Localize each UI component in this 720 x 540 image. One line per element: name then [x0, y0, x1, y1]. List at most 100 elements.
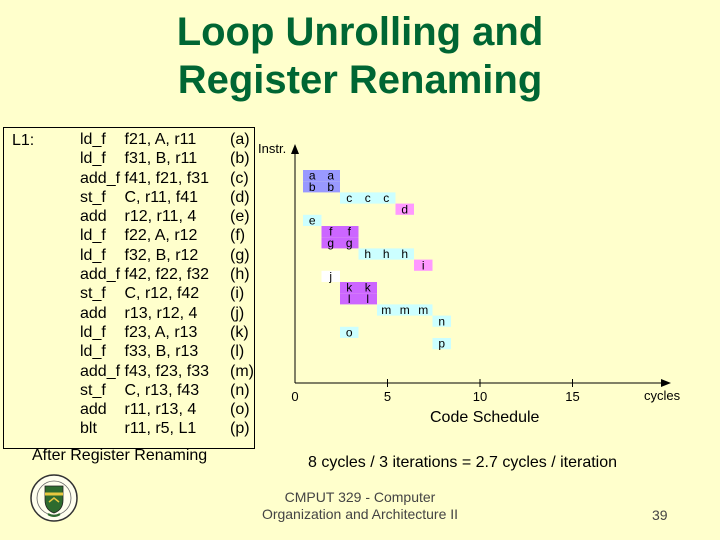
schedule-block	[432, 338, 451, 350]
schedule-cell-label: l	[348, 292, 351, 306]
schedule-cell-label: j	[328, 270, 332, 284]
instruction-tag: (g)	[230, 246, 250, 264]
instruction-args: f43, f23, f33	[124, 362, 210, 380]
code-row: st_f C, r12, f42 (i)	[80, 284, 254, 303]
schedule-block	[340, 326, 359, 338]
code-row: ld_f f21, A, r11 (a)	[80, 130, 254, 149]
schedule-cell-label: a	[327, 169, 334, 183]
code-caption: After Register Renaming	[32, 447, 208, 464]
schedule-cell-label: d	[401, 202, 408, 216]
instruction-tag: (d)	[230, 188, 250, 206]
x-tick-label: 0	[291, 389, 298, 404]
x-axis-label: cycles	[644, 388, 681, 403]
code-row: add r12, r11, 4 (e)	[80, 207, 254, 226]
instruction-op: add	[80, 208, 107, 226]
instruction-tag: (f)	[230, 227, 246, 245]
schedule-block	[395, 203, 414, 215]
schedule-cell-label: p	[438, 337, 445, 351]
code-row: blt r11, r5, L1 (p)	[80, 419, 254, 438]
instruction-args: C, r13, f43	[124, 381, 200, 399]
instruction-op: st_f	[80, 188, 106, 206]
code-row: add_f f42, f22, f32 (h)	[80, 265, 254, 284]
code-row: ld_f f22, A, r12 (f)	[80, 226, 254, 245]
instruction-tag: (j)	[230, 304, 245, 322]
instruction-args: r11, r5, L1	[124, 420, 197, 438]
x-tick-label: 5	[384, 389, 391, 404]
instruction-args: f31, B, r11	[124, 150, 198, 168]
schedule-cell-label: a	[309, 169, 316, 183]
schedule-block	[321, 237, 359, 249]
schedule-cell-label: h	[401, 247, 408, 261]
code-row: ld_f f31, B, r11 (b)	[80, 149, 254, 168]
schedule-block	[340, 282, 377, 294]
instruction-args: f42, f22, f32	[124, 266, 210, 284]
instruction-tag: (i)	[230, 285, 245, 303]
instruction-tag: (h)	[230, 266, 250, 284]
code-row: ld_f f23, A, r13 (k)	[80, 323, 254, 342]
instruction-tag: (p)	[230, 420, 250, 438]
footer: CMPUT 329 - Computer Organization and Ar…	[250, 489, 470, 523]
code-row: ld_f f32, B, r12 (g)	[80, 246, 254, 265]
instruction-op: add_f	[80, 169, 121, 187]
schedule-cell-label: h	[383, 247, 390, 261]
instruction-args: f23, A, r13	[124, 323, 198, 341]
instruction-tag: (e)	[230, 208, 250, 226]
x-tick-label: 10	[473, 389, 487, 404]
schedule-cell-label: g	[346, 236, 353, 250]
instruction-tag: (b)	[230, 150, 250, 168]
instruction-op: add	[80, 401, 107, 419]
instruction-args: f22, A, r12	[124, 227, 198, 245]
slide-title-line1: Loop Unrolling and	[176, 10, 544, 54]
schedule-cell-label: i	[422, 258, 425, 272]
schedule-cell-label: l	[366, 292, 369, 306]
schedule-block	[358, 248, 414, 260]
instruction-tag: (c)	[230, 169, 249, 187]
schedule-cell-label: b	[309, 180, 316, 194]
code-listing-box: L1: ld_f f21, A, r11 (a) ld_f f31, B, r11 (b)…	[3, 127, 255, 449]
instruction-op: ld_f	[80, 246, 106, 264]
loop-label: L1:	[12, 132, 35, 149]
instruction-op: ld_f	[80, 323, 106, 341]
schedule-block	[321, 270, 340, 282]
slide-title: Loop Unrolling and Register Renaming	[0, 8, 720, 104]
instruction-op: ld_f	[80, 131, 106, 148]
schedule-block	[303, 181, 340, 193]
schedule-cell-label: n	[438, 314, 445, 328]
schedule-block	[321, 226, 359, 238]
instruction-op: st_f	[80, 381, 106, 399]
instruction-args: f32, B, r12	[124, 246, 199, 264]
schedule-cell-label: g	[327, 236, 334, 250]
instruction-tag: (o)	[230, 401, 250, 419]
instruction-args: C, r12, f42	[124, 285, 200, 303]
y-axis-label: Instr.	[258, 141, 287, 156]
schedule-cell-label: b	[327, 180, 334, 194]
instruction-args: r11, r13, 4	[124, 401, 197, 419]
schedule-cell-label: h	[364, 247, 371, 261]
schedule-block	[340, 192, 396, 204]
instruction-args: f33, B, r13	[124, 343, 199, 361]
schedule-cell-label: e	[309, 214, 316, 228]
x-tick-label: 15	[565, 389, 579, 404]
instruction-op: add_f	[80, 266, 121, 284]
instruction-args: r13, r12, 4	[124, 304, 198, 322]
instruction-op: blt	[80, 420, 97, 438]
code-row: add r13, r12, 4 (j)	[80, 304, 254, 323]
instruction-args: r12, r11, 4	[124, 208, 197, 226]
schedule-block	[414, 259, 433, 271]
code-table: ld_f f21, A, r11 (a) ld_f f31, B, r11 (b) add_…	[80, 130, 254, 439]
instruction-tag: (n)	[230, 381, 250, 399]
instruction-args: f21, A, r11	[124, 131, 197, 148]
instruction-args: C, r11, f41	[124, 188, 199, 206]
y-axis-arrow	[291, 144, 299, 154]
schedule-cell-label: c	[346, 191, 352, 205]
schedule-block	[340, 293, 377, 305]
code-row: add_f f41, f21, f31 (c)	[80, 169, 254, 188]
code-row: st_f C, r13, f43 (n)	[80, 381, 254, 400]
instruction-op: add	[80, 304, 107, 322]
code-row: add r11, r13, 4 (o)	[80, 400, 254, 419]
schedule-cell-label: f	[348, 225, 352, 239]
schedule-cell-label: f	[329, 225, 333, 239]
instruction-op: ld_f	[80, 343, 106, 361]
university-crest-icon	[30, 474, 78, 522]
